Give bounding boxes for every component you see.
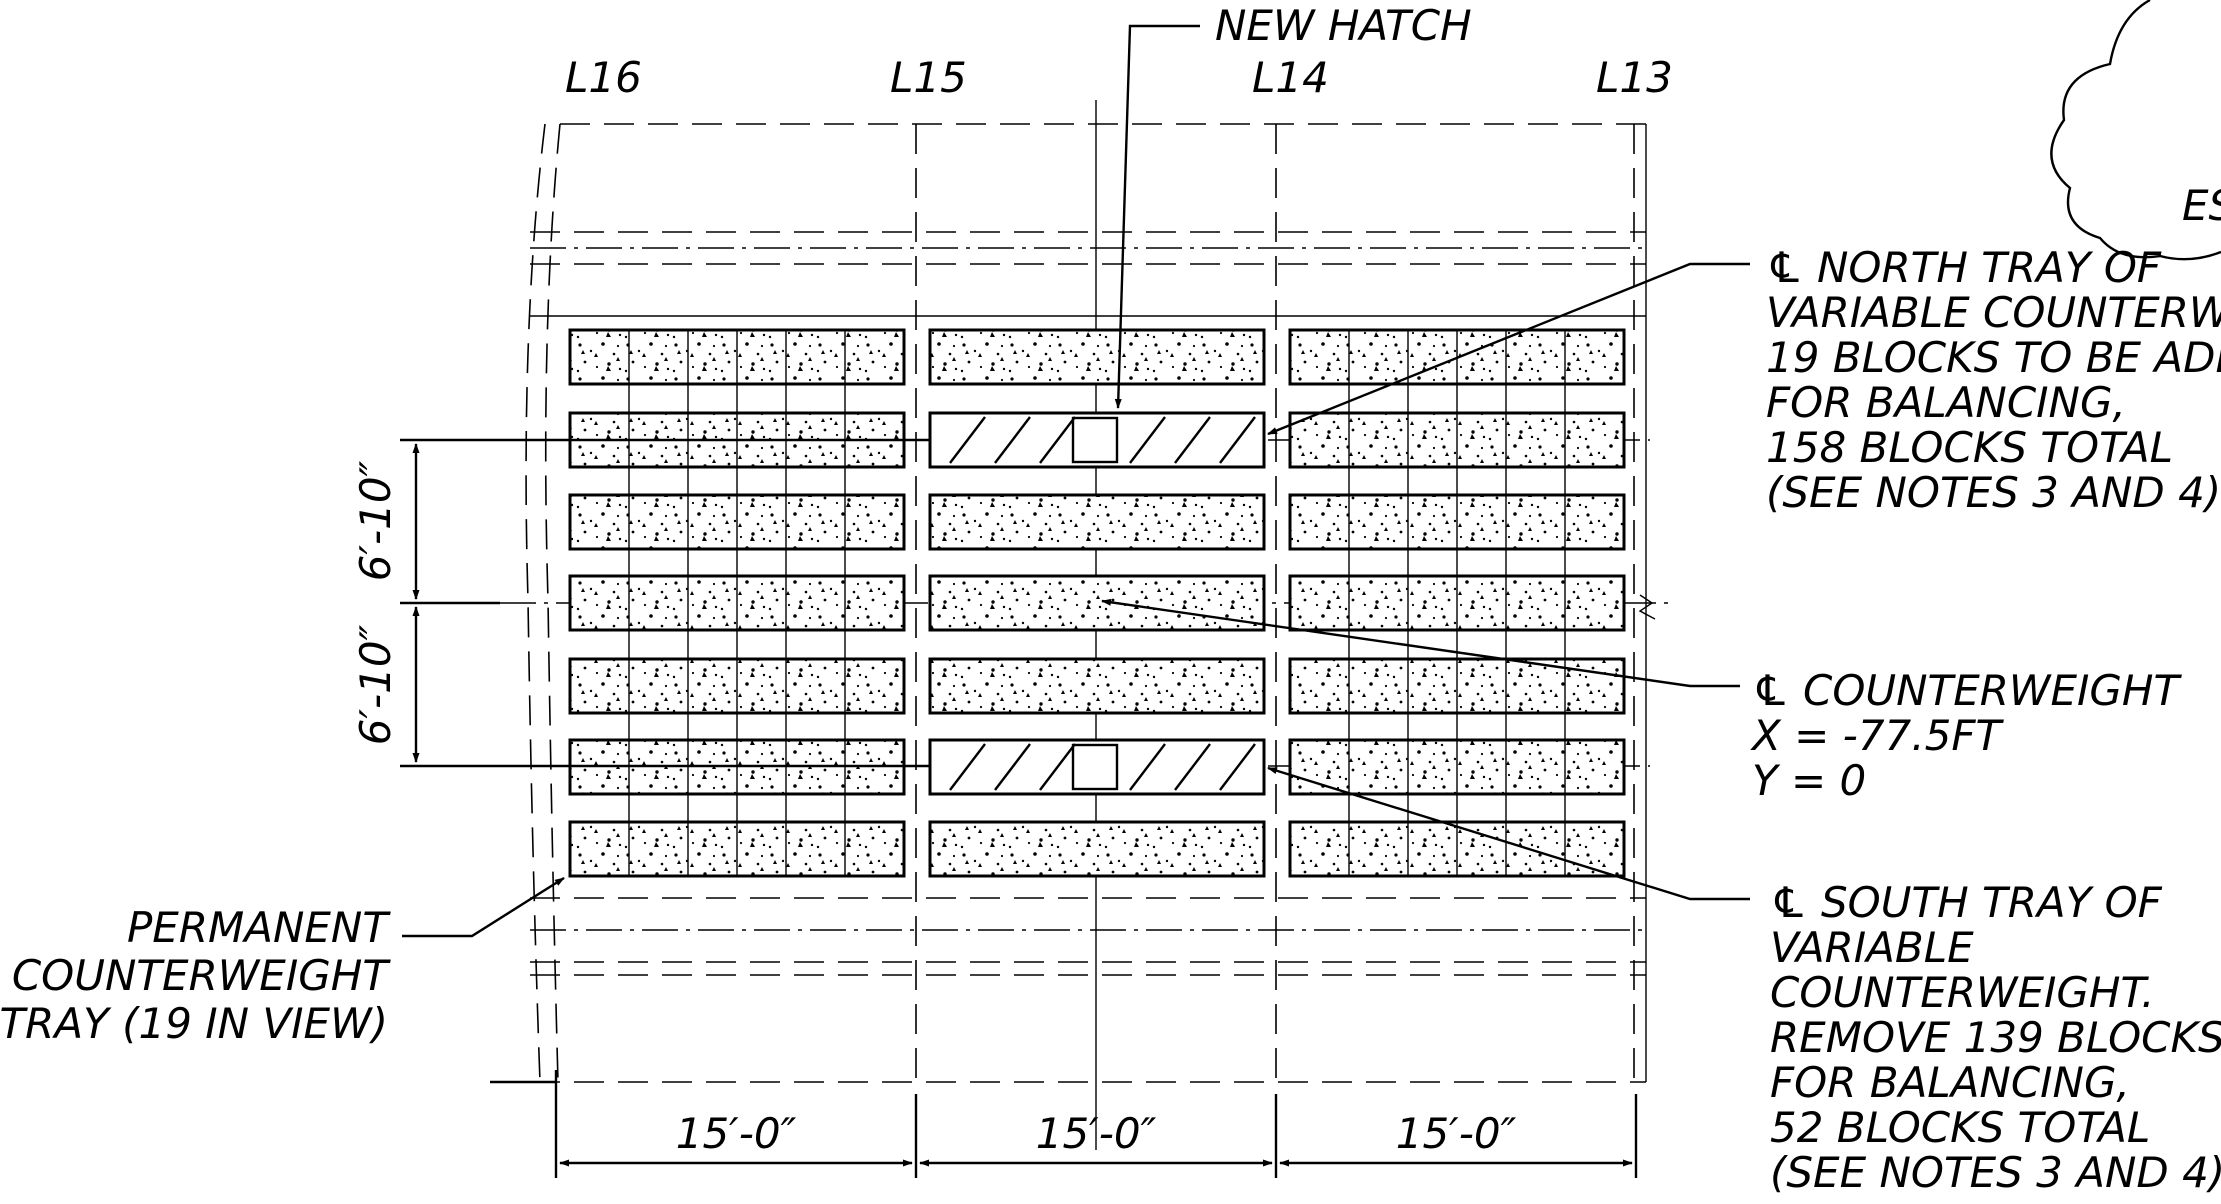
note-line: (SEE NOTES 3 AND 4) bbox=[1766, 468, 2221, 517]
bay-width-label-2: 15′-0″ bbox=[1036, 1109, 1157, 1158]
south-variable-tray bbox=[928, 738, 1266, 796]
note-line: PERMANENT bbox=[127, 903, 391, 952]
tray-spacing-label-lower: 6′-10″ bbox=[351, 624, 400, 745]
note-line: ℄ NORTH TRAY OF bbox=[1766, 243, 2162, 292]
gridline-label-l13: L13 bbox=[1596, 53, 1673, 102]
note-line: FOR BALANCING, bbox=[1770, 1058, 2130, 1107]
permanent-tray bbox=[928, 493, 1266, 551]
north-tray-hatching bbox=[949, 416, 1256, 464]
revision-cloud-text: ES bbox=[2182, 181, 2221, 230]
note-line: REMOVE 139 BLOCKS bbox=[1770, 1013, 2221, 1062]
tray-spacing-dimension bbox=[400, 438, 930, 768]
note-line: FOR BALANCING, bbox=[1766, 378, 2126, 427]
bay-width-dimension bbox=[490, 1070, 1638, 1178]
permanent-tray bbox=[928, 657, 1266, 715]
south-tray-hatching bbox=[949, 743, 1256, 791]
tray-spacing-label-upper: 6′-10″ bbox=[351, 460, 400, 581]
note-line: ℄ COUNTERWEIGHT bbox=[1752, 666, 2183, 715]
south-tray-note: ℄ SOUTH TRAY OF VARIABLE COUNTERWEIGHT. … bbox=[1770, 878, 2221, 1197]
note-line: VARIABLE COUNTERWEIG bbox=[1766, 288, 2221, 337]
north-tray-note: ℄ NORTH TRAY OF VARIABLE COUNTERWEIG 19 … bbox=[1766, 243, 2221, 517]
note-line: 52 BLOCKS TOTAL bbox=[1770, 1103, 2150, 1152]
new-hatch-north bbox=[1071, 416, 1119, 464]
gridline-label-l14: L14 bbox=[1252, 53, 1329, 102]
new-hatch-south bbox=[1071, 743, 1119, 791]
north-variable-tray bbox=[928, 411, 1266, 469]
revision-cloud bbox=[2050, 0, 2221, 261]
counterweight-note: ℄ COUNTERWEIGHT X = -77.5FT Y = 0 bbox=[1750, 666, 2183, 805]
leader-lines bbox=[402, 24, 1750, 938]
gridline-label-l16: L16 bbox=[565, 53, 642, 102]
permanent-tray bbox=[928, 328, 1266, 386]
gridline-label-l15: L15 bbox=[890, 53, 967, 102]
note-line: TRAY (19 IN VIEW) bbox=[0, 999, 388, 1048]
permanent-tray bbox=[928, 820, 1266, 878]
note-line: VARIABLE bbox=[1770, 923, 1974, 972]
note-line: 19 BLOCKS TO BE ADDE bbox=[1766, 333, 2221, 382]
note-line: ℄ SOUTH TRAY OF bbox=[1770, 878, 2163, 927]
bay-width-label-1: 15′-0″ bbox=[676, 1109, 797, 1158]
note-line: Y = 0 bbox=[1752, 756, 1866, 805]
permanent-tray-note: PERMANENT COUNTERWEIGHT TRAY (19 IN VIEW… bbox=[0, 903, 391, 1048]
permanent-tray bbox=[928, 574, 1266, 632]
note-line: X = -77.5FT bbox=[1750, 711, 2004, 760]
note-line: COUNTERWEIGHT bbox=[12, 951, 391, 1000]
note-line: 158 BLOCKS TOTAL bbox=[1766, 423, 2173, 472]
tray-grid bbox=[568, 328, 1626, 878]
new-hatch-label: NEW HATCH bbox=[1215, 1, 1472, 50]
bay-width-label-3: 15′-0″ bbox=[1396, 1109, 1517, 1158]
note-line: COUNTERWEIGHT. bbox=[1770, 968, 2155, 1017]
note-line: (SEE NOTES 3 AND 4) bbox=[1770, 1148, 2221, 1197]
